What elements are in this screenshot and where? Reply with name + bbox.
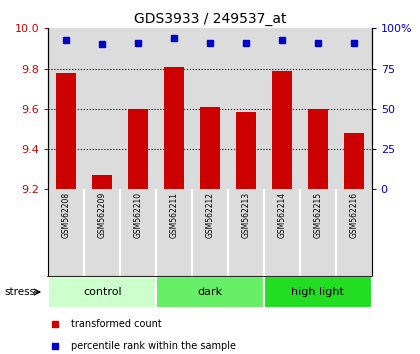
Bar: [56, 73, 76, 189]
Text: GSM562215: GSM562215: [313, 192, 322, 238]
Bar: [128, 109, 148, 189]
Text: GSM562212: GSM562212: [205, 192, 215, 238]
Text: GSM562214: GSM562214: [277, 192, 286, 238]
FancyBboxPatch shape: [264, 276, 372, 308]
Text: GSM562210: GSM562210: [134, 192, 143, 238]
Text: high light: high light: [291, 287, 344, 297]
Bar: [200, 107, 220, 189]
Text: GSM562209: GSM562209: [98, 192, 107, 238]
Bar: [308, 109, 328, 189]
Text: GSM562216: GSM562216: [349, 192, 358, 238]
Bar: [92, 175, 112, 189]
Bar: [236, 112, 256, 189]
Text: percentile rank within the sample: percentile rank within the sample: [71, 341, 236, 350]
Text: GSM562211: GSM562211: [170, 192, 178, 238]
Text: dark: dark: [197, 287, 223, 297]
FancyBboxPatch shape: [48, 276, 156, 308]
Bar: [344, 133, 364, 189]
Bar: [272, 70, 292, 189]
Text: GSM562213: GSM562213: [241, 192, 250, 238]
Text: transformed count: transformed count: [71, 319, 162, 329]
Text: control: control: [83, 287, 121, 297]
Text: GSM562208: GSM562208: [62, 192, 71, 238]
Bar: [164, 67, 184, 189]
Text: stress: stress: [4, 287, 35, 297]
Text: GDS3933 / 249537_at: GDS3933 / 249537_at: [134, 12, 286, 27]
FancyBboxPatch shape: [156, 276, 264, 308]
